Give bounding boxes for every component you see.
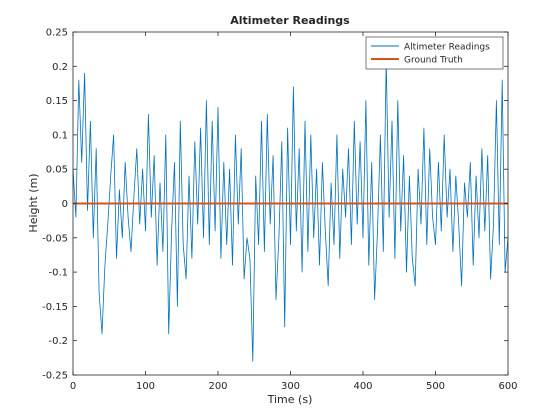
x-tick-label: 500 (426, 381, 445, 392)
x-tick-label: 0 (70, 381, 76, 392)
x-axis-ticks: 0 100 200 300 400 500 600 (70, 32, 518, 392)
y-tick-label: 0.05 (46, 165, 68, 176)
y-tick-label: -0.2 (48, 336, 68, 347)
series-line-altimeter-readings (72, 59, 509, 362)
x-tick-label: 400 (353, 381, 372, 392)
y-tick-label: 0.2 (52, 62, 68, 73)
y-tick-label: -0.1 (48, 268, 68, 279)
y-axis-label: Height (m) (27, 173, 40, 232)
x-tick-label: 100 (136, 381, 155, 392)
y-tick-label: -0.25 (42, 371, 68, 382)
y-tick-label: 0 (62, 199, 68, 210)
y-tick-label: -0.05 (42, 233, 68, 244)
x-tick-label: 200 (208, 381, 227, 392)
y-tick-label: 0.25 (46, 28, 68, 39)
legend-box (365, 36, 504, 70)
legend-label-altimeter: Altimeter Readings (404, 43, 490, 53)
chart-title: Altimeter Readings (230, 14, 350, 27)
series-layer (72, 59, 509, 362)
y-tick-label: 0.15 (46, 96, 68, 107)
x-tick-label: 600 (498, 381, 517, 392)
legend: Altimeter Readings Ground Truth (365, 36, 504, 70)
y-tick-label: 0.1 (52, 130, 68, 141)
legend-label-ground-truth: Ground Truth (404, 56, 463, 66)
x-tick-label: 300 (281, 381, 300, 392)
y-tick-label: -0.15 (42, 302, 68, 313)
y-axis-ticks: -0.25 -0.2 -0.15 -0.1 -0.05 0 0.05 0.1 0.15 0.2 0.… (42, 28, 508, 382)
x-axis-label: Time (s) (267, 393, 313, 406)
